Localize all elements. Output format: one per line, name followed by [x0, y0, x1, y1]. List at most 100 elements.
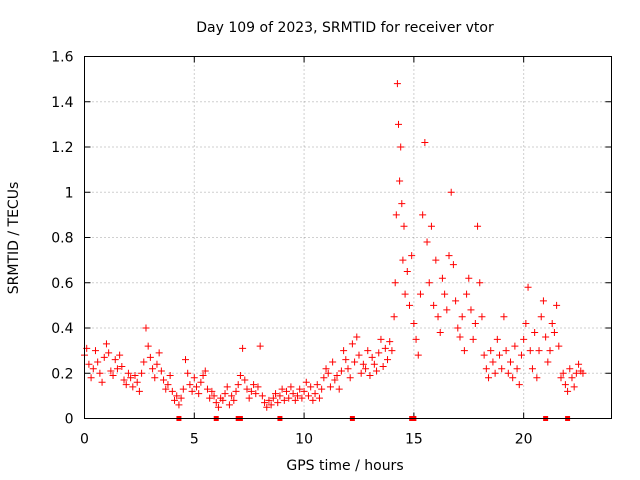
data-point [203, 385, 211, 393]
data-point [410, 319, 418, 327]
data-point [557, 374, 565, 382]
data-point [192, 383, 200, 391]
data-point [254, 383, 262, 391]
data-point [199, 372, 207, 380]
data-point [326, 383, 334, 391]
data-point [265, 396, 273, 404]
data-point [388, 347, 396, 355]
data-point [408, 252, 416, 260]
data-point [109, 372, 117, 380]
x-tick-label: 10 [295, 432, 313, 448]
data-point [506, 358, 514, 366]
data-point [517, 351, 525, 359]
data-point [107, 367, 115, 375]
data-point [436, 329, 444, 337]
data-point [94, 358, 102, 366]
data-point [489, 358, 497, 366]
data-point [241, 376, 249, 384]
data-point [441, 290, 449, 298]
data-point [175, 401, 183, 409]
data-point [467, 306, 475, 314]
data-point [151, 374, 159, 382]
data-point [465, 274, 473, 282]
data-point [393, 80, 401, 88]
y-axis-label: SRMTID / TECUs [6, 182, 22, 295]
data-point [116, 351, 124, 359]
data-point [320, 374, 328, 382]
data-point [366, 372, 374, 380]
data-point [296, 385, 304, 393]
data-point [392, 211, 400, 219]
data-point [168, 387, 176, 395]
data-points [81, 80, 587, 411]
data-point [182, 356, 190, 364]
data-point [285, 394, 293, 402]
data-point [553, 301, 561, 309]
data-point [102, 340, 110, 348]
data-point [443, 306, 451, 314]
data-point [414, 351, 422, 359]
data-point [346, 374, 354, 382]
data-point [524, 283, 532, 291]
data-point [537, 313, 545, 321]
data-point [432, 256, 440, 264]
data-point [434, 313, 442, 321]
data-point [344, 365, 352, 373]
data-point [179, 385, 187, 393]
data-point [445, 252, 453, 260]
data-point [166, 372, 174, 380]
data-point [247, 387, 255, 395]
data-point [502, 347, 510, 355]
data-point [124, 369, 132, 377]
data-point [548, 319, 556, 327]
data-point [401, 290, 409, 298]
data-point [195, 390, 203, 398]
data-point [197, 378, 205, 386]
data-point [355, 351, 363, 359]
data-point [550, 329, 558, 337]
data-point [127, 374, 135, 382]
data-point [208, 387, 216, 395]
data-point [212, 399, 220, 407]
data-point [395, 120, 403, 128]
data-point [243, 385, 251, 393]
data-point [368, 353, 376, 361]
data-point [118, 362, 126, 370]
data-point [480, 351, 488, 359]
data-point [509, 374, 517, 382]
data-point [474, 222, 482, 230]
data-point [307, 383, 315, 391]
data-point [452, 297, 460, 305]
data-point [421, 138, 429, 146]
data-point [520, 335, 528, 343]
data-point [399, 256, 407, 264]
data-point [400, 222, 408, 230]
data-point [427, 222, 435, 230]
tick-labels: 0 5 10 15 20 0 0.2 0.4 0.6 0.8 1 1.2 1.4 1.6 [51, 50, 532, 448]
data-point [539, 297, 547, 305]
data-point [252, 390, 260, 398]
y-tick-label: 0.4 [51, 321, 73, 337]
data-point [250, 381, 258, 389]
data-point [122, 381, 130, 389]
data-point [89, 365, 97, 373]
data-point [280, 396, 288, 404]
data-point [359, 360, 367, 368]
data-point [379, 362, 387, 370]
data-point [278, 385, 286, 393]
data-point [210, 392, 218, 400]
data-point [219, 396, 227, 404]
data-point [498, 365, 506, 373]
data-point [566, 365, 574, 373]
data-point [515, 381, 523, 389]
data-point [348, 340, 356, 348]
data-point [513, 365, 521, 373]
data-point [146, 353, 154, 361]
x-tick-label: 5 [190, 432, 199, 448]
data-point [398, 200, 406, 208]
data-point [140, 358, 148, 366]
y-tick-label: 1 [65, 185, 74, 201]
data-point [412, 335, 420, 343]
data-point [511, 342, 519, 350]
data-point [568, 374, 576, 382]
